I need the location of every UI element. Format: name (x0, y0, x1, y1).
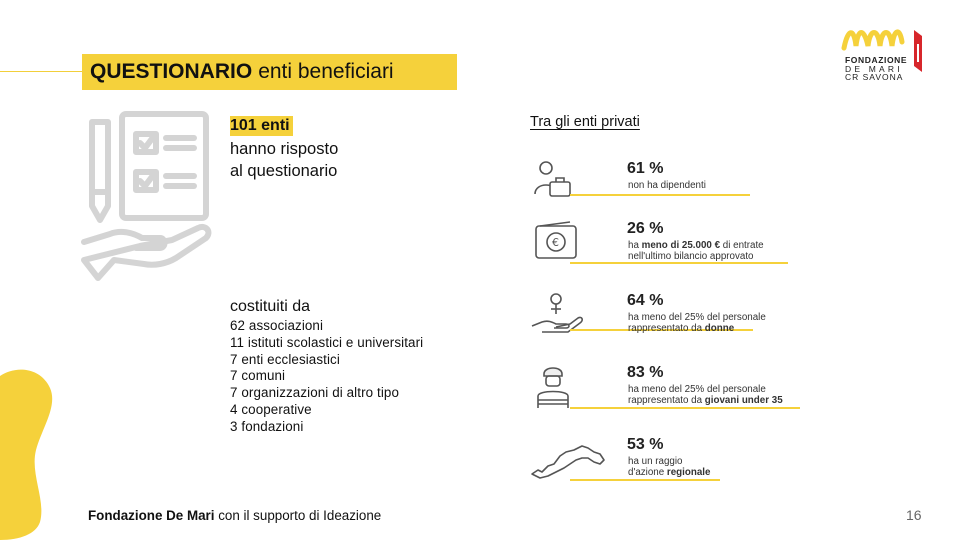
stat-percent: 61 % (627, 160, 664, 177)
logo-line-1: FONDAZIONE (845, 55, 908, 65)
questionnaire-clipboard-icon (81, 111, 212, 281)
composition-item: 11 istituti scolastici e universitari (230, 334, 424, 350)
foundation-logo-icon (841, 29, 922, 72)
logo-text: FONDAZIONE DE MARI CR SAVONA (845, 56, 907, 82)
respondents-line-2: al questionario (230, 162, 338, 180)
stat-revenue: € 26 % ha meno di 25.000 € di entrate ne… (530, 220, 800, 270)
svg-text:€: € (552, 236, 559, 249)
stat-underline (570, 407, 800, 409)
stat-young: 83 % ha meno del 25% del personale rappr… (530, 364, 800, 414)
stat-underline (570, 479, 720, 481)
title-bold: QUESTIONARIO (90, 60, 253, 83)
composition-item: 3 fondazioni (230, 418, 304, 434)
footer-rest: con il supporto di Ideazione (214, 508, 382, 523)
logo-line-3: CR SAVONA (845, 72, 904, 83)
young-person-icon (537, 367, 569, 408)
stat-percent: 53 % (627, 436, 664, 453)
stat-percent: 64 % (627, 292, 664, 309)
stat-underline (570, 194, 750, 196)
decorative-yellow-blob (0, 369, 53, 540)
logo-line-2: DE MARI (845, 63, 903, 74)
respondents-count: 101 enti (230, 116, 293, 136)
respondents-line-1: hanno risposto (230, 140, 339, 158)
stat-description: ha meno del 25% del personale rappresent… (628, 312, 766, 334)
composition-item: 7 organizzazioni di altro tipo (230, 385, 399, 401)
title-accent-line (0, 71, 82, 72)
stat-percent: 26 % (627, 220, 664, 237)
footer-credit: Fondazione De Mari con il supporto di Id… (88, 508, 381, 523)
female-hand-icon (531, 293, 583, 333)
stat-regional: 53 % ha un raggio d'azione regionale (530, 436, 800, 486)
composition-heading: costituiti da (230, 298, 311, 315)
stat-women: 64 % ha meno del 25% del personale rappr… (530, 292, 800, 342)
composition-item: 7 enti ecclesiastici (230, 351, 340, 367)
composition-list: costituiti da 62 associazioni 11 istitut… (230, 298, 423, 436)
stat-description: ha meno del 25% del personale rappresent… (628, 384, 783, 406)
title-rest: enti beneficiari (258, 60, 394, 83)
page-title: QUESTIONARIO enti beneficiari (82, 54, 457, 90)
liguria-map-icon (531, 445, 605, 479)
stat-description: ha meno di 25.000 € di entrate nell'ulti… (628, 240, 764, 262)
stat-description: non ha dipendenti (628, 180, 706, 191)
wallet-euro-icon: € (535, 221, 577, 259)
worker-briefcase-icon (534, 161, 571, 197)
respondents-description: hanno risposto al questionario (230, 138, 338, 182)
composition-item: 4 cooperative (230, 401, 312, 417)
footer-bold: Fondazione De Mari (88, 508, 215, 523)
stat-underline (570, 329, 753, 331)
stat-description: ha un raggio d'azione regionale (628, 456, 711, 478)
composition-item: 7 comuni (230, 368, 286, 384)
stat-percent: 83 % (627, 364, 664, 381)
composition-item: 62 associazioni (230, 318, 324, 333)
stat-no-employees: 61 % non ha dipendenti (530, 160, 800, 210)
stat-underline (570, 262, 788, 264)
private-entities-title: Tra gli enti privati (530, 114, 640, 130)
page-number: 16 (906, 507, 922, 523)
